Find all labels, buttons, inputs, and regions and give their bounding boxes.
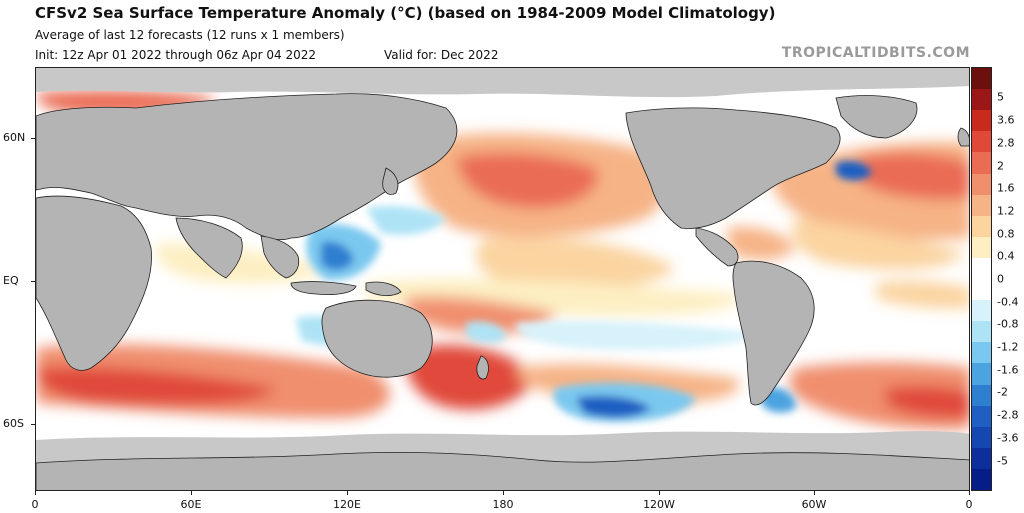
lat-tick <box>31 138 35 139</box>
lon-label-180: 180 <box>492 498 514 511</box>
antarctica-land <box>36 451 969 490</box>
colorbar-segment <box>972 342 991 364</box>
lon-tick <box>35 491 36 495</box>
uk-land <box>957 127 969 147</box>
lon-tick <box>659 491 660 495</box>
brand-watermark: TROPICALTIDBITS.COM <box>781 45 970 61</box>
landmass-layer <box>36 93 969 490</box>
colorbar-segment <box>972 89 991 111</box>
colorbar-tick-label: 2 <box>997 159 1004 173</box>
lon-tick <box>347 491 348 495</box>
map-canvas <box>36 68 969 490</box>
south-america-land <box>732 260 815 406</box>
lon-tick <box>969 491 970 495</box>
colorbar-tick-label: 2.8 <box>997 136 1015 150</box>
africa-land <box>36 195 152 371</box>
colorbar-tick-label: -2.8 <box>997 408 1019 422</box>
colorbar-tick-label: 0 <box>997 272 1004 286</box>
colorbar-segment <box>972 68 991 90</box>
colorbar-tick-label: -3.6 <box>997 431 1019 445</box>
colorbar-segment <box>972 152 991 174</box>
colorbar-segment <box>972 300 991 322</box>
eurasia-land <box>36 93 458 241</box>
colorbar-tick-label: -5 <box>997 454 1008 467</box>
colorbar-segment <box>972 321 991 343</box>
lon-label-120w: 120W <box>643 498 675 511</box>
colorbar-tick-label: -2 <box>997 385 1008 399</box>
colorbar-segment <box>972 384 991 407</box>
colorbar-segment <box>972 194 991 217</box>
north-america-land <box>625 107 841 229</box>
lon-label-60e: 60E <box>180 498 202 511</box>
lon-label-0-end: 0 <box>965 498 973 511</box>
lon-label-0: 0 <box>31 498 39 511</box>
lon-label-60w: 60W <box>801 498 827 511</box>
colorbar-tick-label: 3.6 <box>997 113 1015 127</box>
southeast-asia-land <box>260 235 300 279</box>
japan-land <box>382 167 399 195</box>
india-land <box>175 217 243 279</box>
colorbar-tick-label: 0.8 <box>997 227 1015 241</box>
new-zealand-land <box>476 355 489 380</box>
colorbar-segment <box>972 405 991 428</box>
colorbar-segment <box>972 110 991 132</box>
colorbar-segment <box>972 468 991 491</box>
lon-tick <box>503 491 504 495</box>
lat-label-60s: 60S <box>3 417 24 430</box>
colorbar-tick-label: 5 <box>997 90 1004 104</box>
colorbar-segment <box>972 173 991 196</box>
colorbar-segment <box>972 363 991 385</box>
lon-tick <box>191 491 192 495</box>
lon-label-120e: 120E <box>333 498 361 511</box>
colorbar-segment <box>972 426 991 449</box>
lat-label-eq: EQ <box>3 274 19 287</box>
colorbar-tick-label: 1.6 <box>997 181 1015 195</box>
lon-tick <box>814 491 815 495</box>
colorbar-segment <box>972 131 991 153</box>
colorbar-tick-label: -0.4 <box>997 295 1019 309</box>
colorbar-segment <box>972 236 991 259</box>
colorbar-tick-label: -1.2 <box>997 340 1019 354</box>
indonesia-land <box>290 281 357 295</box>
greenland-land <box>835 95 918 139</box>
colorbar-tick-label: -0.8 <box>997 317 1019 331</box>
sst-anomaly-map <box>35 67 970 491</box>
colorbar-tick-label: 0.4 <box>997 249 1015 263</box>
colorbar-segment <box>972 257 991 280</box>
colorbar-segment <box>972 215 991 238</box>
cool-anomaly-layer <box>296 161 872 422</box>
colorbar-tick-label: 1.2 <box>997 204 1015 218</box>
colorbar-segment <box>972 279 991 301</box>
colorbar-segment <box>972 447 991 470</box>
forecast-subtitle: Average of last 12 forecasts (12 runs x … <box>35 28 345 42</box>
lat-tick <box>31 424 35 425</box>
chart-title: CFSv2 Sea Surface Temperature Anomaly (°… <box>35 4 776 22</box>
valid-time-text: Valid for: Dec 2022 <box>384 48 499 62</box>
colorbar <box>971 67 992 491</box>
lat-label-60n: 60N <box>3 131 26 144</box>
lat-tick <box>31 281 35 282</box>
australia-land <box>321 299 433 378</box>
init-time-text: Init: 12z Apr 01 2022 through 06z Apr 04… <box>35 48 316 62</box>
colorbar-tick-label: -1.6 <box>997 363 1019 377</box>
